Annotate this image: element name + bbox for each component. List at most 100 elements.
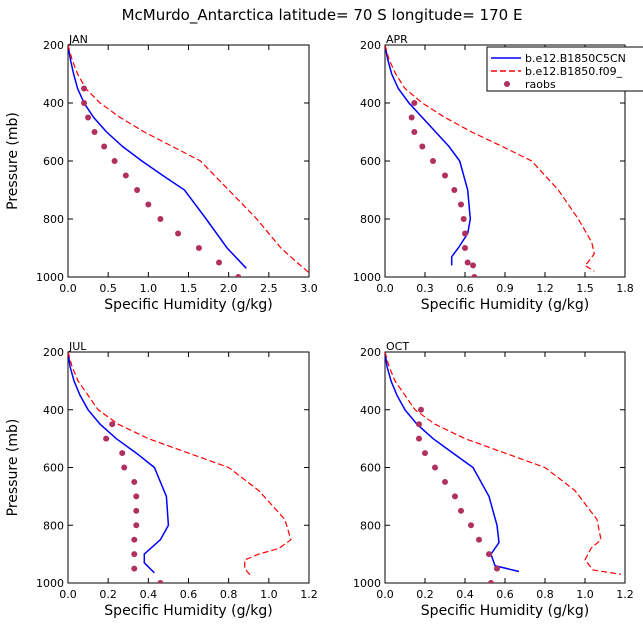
y-tick-label: 400 [360,97,381,110]
y-tick-label: 1000 [36,577,64,590]
x-tick-label: 0.6 [496,588,514,601]
y-tick-label: 800 [360,519,381,532]
series-raobs-point [471,274,478,277]
panel-label: JUL [68,340,87,353]
series-raobs-point [470,262,476,269]
series-raobs-point [460,216,467,222]
y-tick-label: 800 [43,519,64,532]
series-raobs-point [133,507,140,514]
series-raobs-point [131,536,138,543]
series-raobs-point [458,507,464,514]
series-c5cn-line [385,352,520,573]
series-raobs-point [85,114,92,121]
x-tick-label: 1.2 [300,588,318,601]
plot-frame [67,44,310,278]
y-tick-label: 600 [43,462,64,475]
series-raobs-point [157,216,164,222]
series-raobs-point [131,478,138,485]
y-tick-label: 600 [360,462,381,475]
y-tick-label: 400 [360,404,381,417]
y-tick-label: 600 [43,155,64,168]
series-raobs-point [468,522,474,529]
plot-frame [384,351,626,584]
series-raobs-point [452,493,458,500]
figure-title: McMurdo_Antarctica latitude= 70 S longit… [122,6,523,25]
plot-area [68,352,292,583]
series-raobs-point [195,245,202,251]
series-raobs-point [408,114,415,121]
x-tick-label: 0.8 [536,588,554,601]
x-tick-label: 0.3 [416,282,434,295]
y-tick-label: 200 [360,39,381,52]
series-raobs-point [133,522,140,529]
y-tick-label: 800 [360,213,381,226]
series-raobs-point [103,435,110,442]
panel-oct: OCT 0.0 0.2 0.4 0.6 0.8 1.0 1.2 200 400 600 800 1000… [353,340,634,619]
x-tick-label: 1.0 [576,588,594,601]
x-tick-label: 1.2 [536,282,554,295]
series-raobs-point [101,143,108,150]
y-tick-label: 200 [43,39,64,52]
series-raobs-point [476,536,482,543]
y-tick-label: 1000 [353,271,381,284]
x-tick-label: 0.0 [376,588,394,601]
series-raobs-point [81,85,88,92]
y-tick-label: 400 [43,97,64,110]
y-tick-label: 600 [360,155,381,168]
series-raobs-point [131,551,138,558]
series-raobs-point [133,493,140,500]
series-f09-line [68,45,309,274]
series-raobs-point [458,201,464,208]
panel-label: APR [386,33,408,46]
x-tick-label: 0.0 [59,588,77,601]
x-tick-label: 0.2 [416,588,434,601]
x-tick-label: 1.2 [616,588,634,601]
x-tick-label: 1.0 [140,282,158,295]
plot-frame [67,351,310,584]
series-raobs-point [145,201,152,208]
series-raobs-point [216,259,223,266]
series-f09-line [385,45,595,272]
series-raobs-point [122,172,129,179]
y-tick-label: 800 [43,213,64,226]
series-raobs-point [411,100,418,106]
series-raobs-point [109,421,116,428]
x-tick-label: 0.0 [376,282,394,295]
series-f09-line [385,352,622,575]
series-raobs-point [157,580,164,583]
series-raobs-point [419,143,426,150]
series-c5cn-line [68,352,170,574]
x-tick-label: 0.8 [220,588,238,601]
panel-apr: APR 0.0 0.3 0.6 0.9 1.2 1.5 1.8 200 400 600 800 1000… [353,33,634,313]
y-tick-label: 200 [360,346,381,359]
y-axis-label: Pressure (mb) [5,112,21,210]
series-raobs-point [411,129,418,135]
x-tick-label: 0.0 [59,282,77,295]
legend-box [486,46,643,92]
series-raobs-point [81,100,88,106]
y-tick-label: 1000 [36,271,64,284]
plot-area [385,352,622,583]
series-raobs-point [418,406,424,413]
x-tick-label: 0.2 [99,588,117,601]
x-tick-label: 0.5 [99,282,117,295]
series-raobs-point [235,274,242,277]
x-axis-label: Specific Humidity (g/kg) [104,603,272,619]
series-raobs-point [494,565,500,572]
x-tick-label: 0.4 [456,588,474,601]
plot-area [385,45,595,277]
y-tick-label: 200 [43,346,64,359]
x-tick-label: 1.5 [180,282,198,295]
legend-label: b.e12.B1850.f09_ [525,65,623,78]
series-raobs-point [462,245,468,251]
x-tick-label: 2.5 [260,282,278,295]
x-tick-label: 1.8 [616,282,634,295]
panel-jan: JAN 0.0 0.5 1.0 1.5 2.0 2.5 3.0 200 400 600 800 1000… [5,33,318,313]
series-raobs-point [111,158,118,164]
panel-jul: JUL 0.0 0.2 0.4 0.6 0.8 1.0 1.2 200 400 600 800 1000… [5,340,318,619]
legend-label: b.e12.B1850C5CN [525,52,626,65]
x-tick-label: 0.6 [180,588,198,601]
series-raobs-point [416,421,422,428]
series-raobs-point [451,187,458,193]
